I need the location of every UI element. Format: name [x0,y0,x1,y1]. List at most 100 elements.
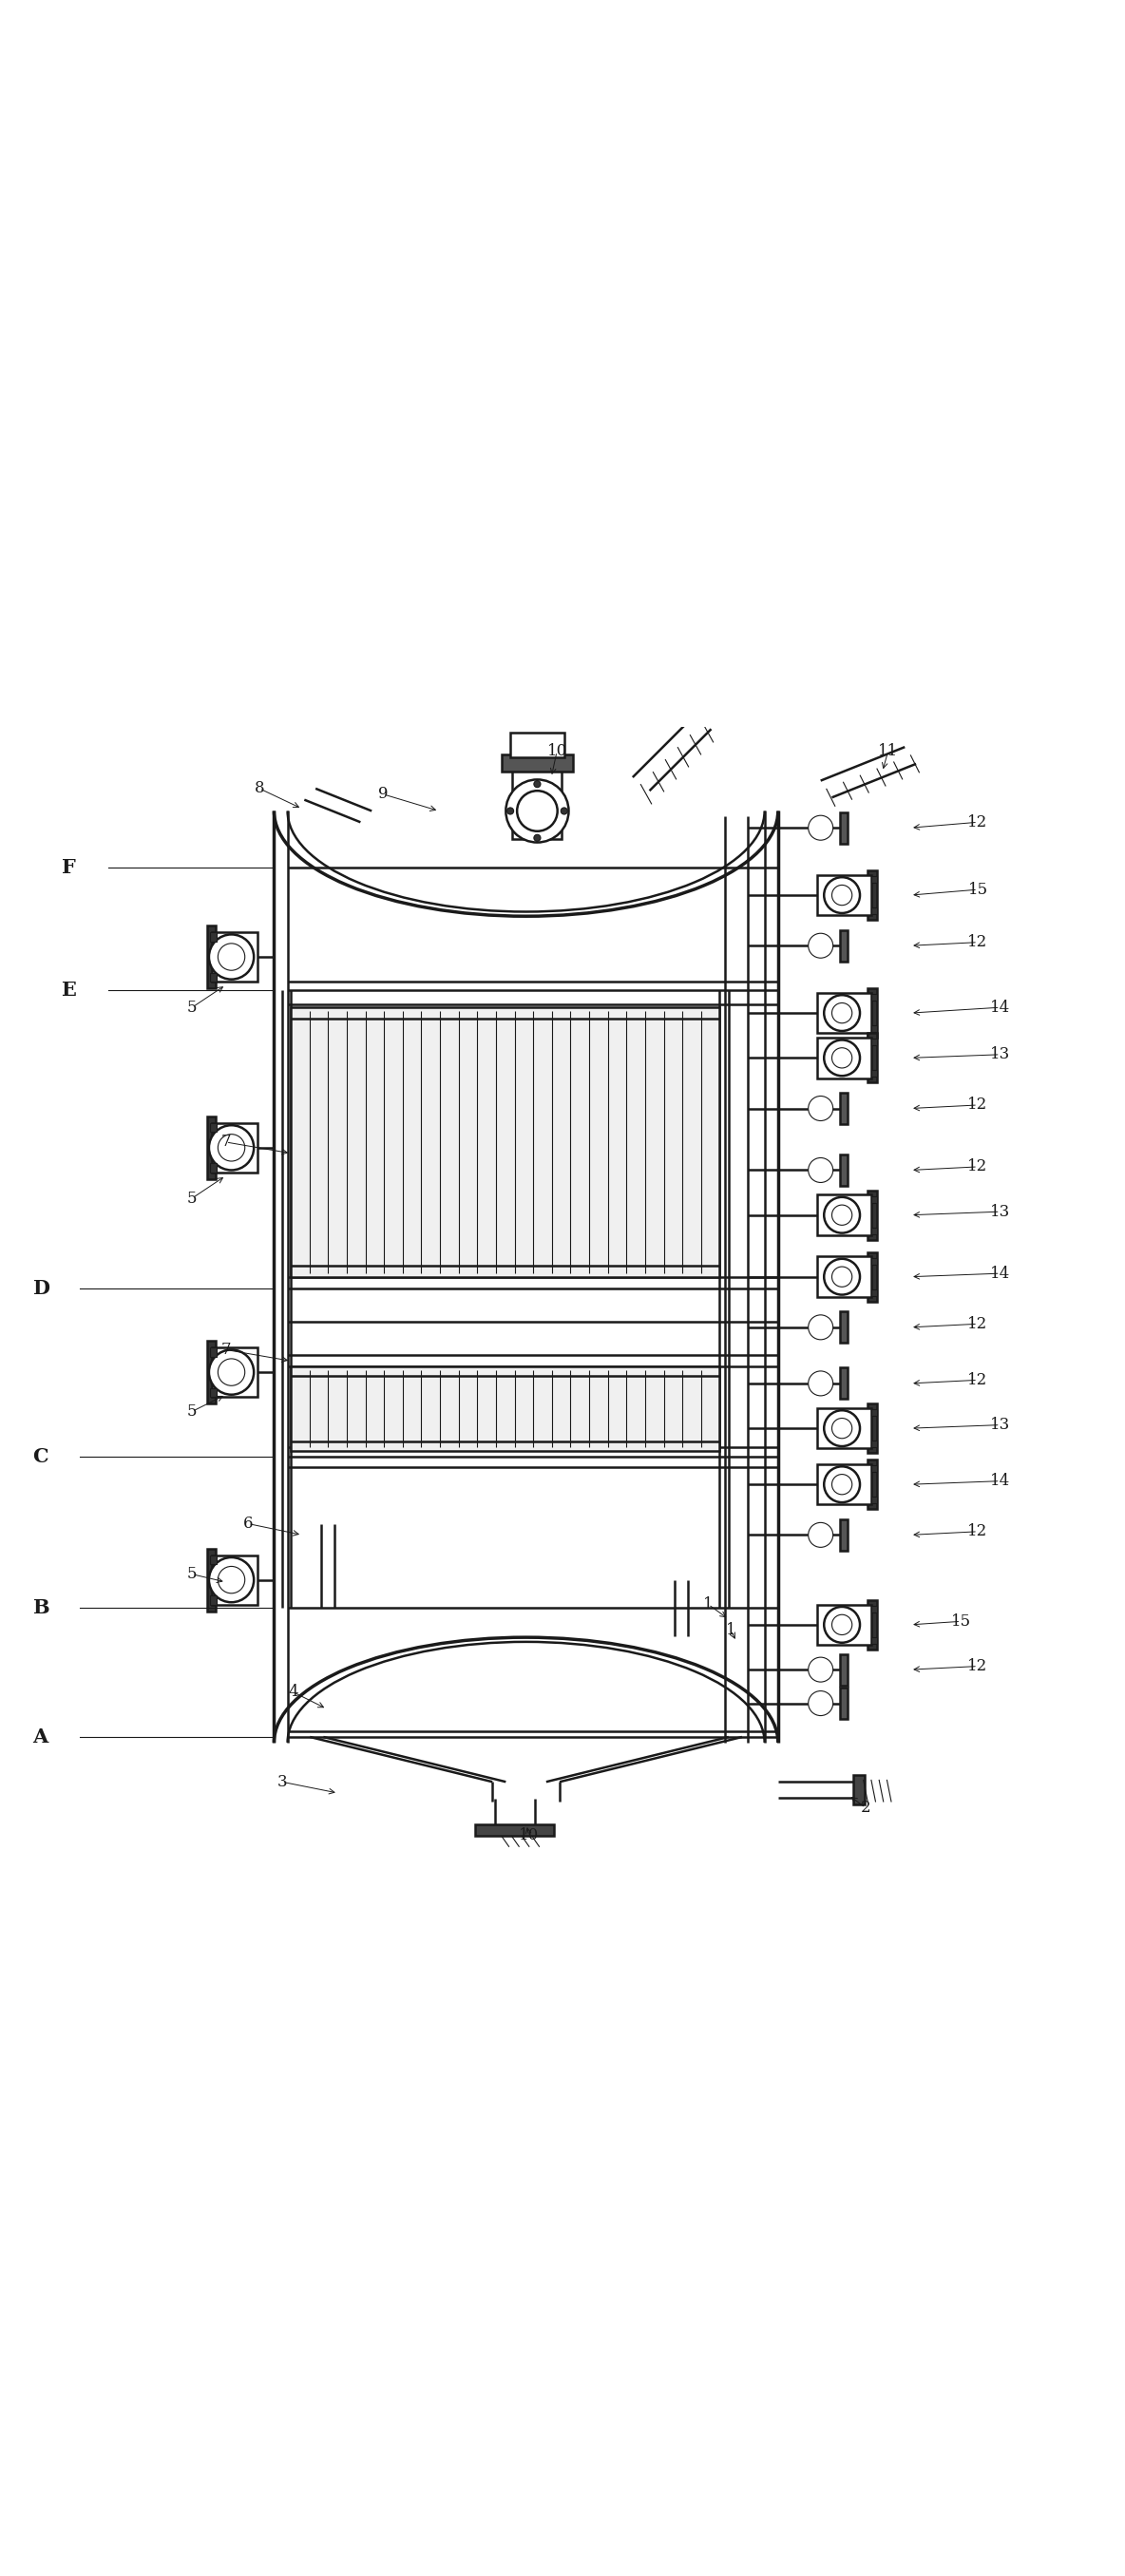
Bar [871,1288,876,1296]
Bar [871,1466,876,1471]
Text: 10: 10 [547,744,567,760]
Circle shape [534,835,541,842]
Bar [871,1038,876,1046]
Circle shape [518,791,558,832]
Circle shape [209,1350,254,1394]
Circle shape [808,1095,832,1121]
Bar [817,1257,871,1296]
Text: 3: 3 [277,1775,287,1790]
Text: 12: 12 [968,1097,988,1113]
Bar [839,1520,847,1551]
Circle shape [808,1370,832,1396]
Text: 5: 5 [187,999,197,1015]
Bar [839,811,847,842]
Bar [839,1687,847,1718]
Text: 12: 12 [968,1659,988,1674]
Bar [817,1463,871,1504]
Bar [210,1556,217,1564]
Text: D: D [32,1278,50,1298]
Bar [817,992,871,1033]
Circle shape [808,1522,832,1548]
Circle shape [824,1607,860,1643]
Circle shape [808,1157,832,1182]
Circle shape [218,1566,245,1595]
Text: 9: 9 [378,786,388,801]
Text: 14: 14 [990,1473,1010,1489]
Text: 1: 1 [726,1623,736,1638]
Circle shape [218,1358,245,1386]
Circle shape [824,878,860,912]
Text: 15: 15 [951,1613,971,1631]
Bar [867,1461,876,1510]
Text: B: B [33,1597,49,1618]
Circle shape [218,943,245,971]
Bar [871,1440,876,1448]
Bar [476,1824,555,1837]
Circle shape [824,1041,860,1077]
Bar [871,1497,876,1504]
Circle shape [808,817,832,840]
Bar [210,1347,217,1358]
Circle shape [561,809,567,814]
Text: 5: 5 [187,1190,197,1206]
Circle shape [831,1206,852,1226]
Circle shape [824,1198,860,1234]
Bar [513,765,562,840]
Bar [210,1388,217,1396]
Text: 2: 2 [861,1801,871,1816]
Text: 12: 12 [968,1159,988,1175]
Bar [817,1038,871,1079]
Circle shape [824,1409,860,1445]
Circle shape [209,1126,254,1170]
Bar [207,925,216,989]
Bar [210,933,217,940]
Text: 4: 4 [288,1685,298,1700]
Bar [207,1115,216,1180]
Circle shape [534,781,541,788]
Bar [213,1556,258,1605]
Bar [817,1605,871,1646]
Circle shape [831,1267,852,1288]
Bar [207,1548,216,1610]
Text: 13: 13 [990,1046,1010,1064]
Bar [511,732,564,757]
Circle shape [209,935,254,979]
Circle shape [831,1615,852,1636]
Bar [867,1404,876,1453]
Bar [871,1638,876,1643]
Circle shape [209,1558,254,1602]
Bar [213,1123,258,1172]
Circle shape [808,1314,832,1340]
Bar [871,994,876,999]
Bar [867,1033,876,1082]
Text: 15: 15 [968,881,988,896]
Bar [210,1123,217,1131]
Bar [839,1154,847,1185]
Text: 12: 12 [968,1522,988,1540]
Text: 14: 14 [990,999,1010,1015]
Bar [839,1311,847,1342]
Circle shape [831,1002,852,1023]
Bar [210,974,217,981]
Bar [853,1775,864,1803]
Bar [213,1347,258,1396]
Bar [291,1368,720,1450]
Text: 13: 13 [990,1203,1010,1221]
Bar [867,1190,876,1239]
Text: E: E [61,981,76,999]
Circle shape [808,933,832,958]
Bar [871,907,876,914]
Text: F: F [62,858,75,876]
Bar [210,1164,217,1172]
Bar [871,1226,876,1234]
Bar [871,1605,876,1613]
Text: 7: 7 [221,1342,231,1358]
Circle shape [831,1419,852,1437]
Bar [839,1092,847,1123]
Bar [502,755,573,773]
Bar [871,876,876,884]
Circle shape [831,1473,852,1494]
Bar [839,1654,847,1685]
Bar [867,1252,876,1301]
Text: A: A [33,1728,48,1747]
